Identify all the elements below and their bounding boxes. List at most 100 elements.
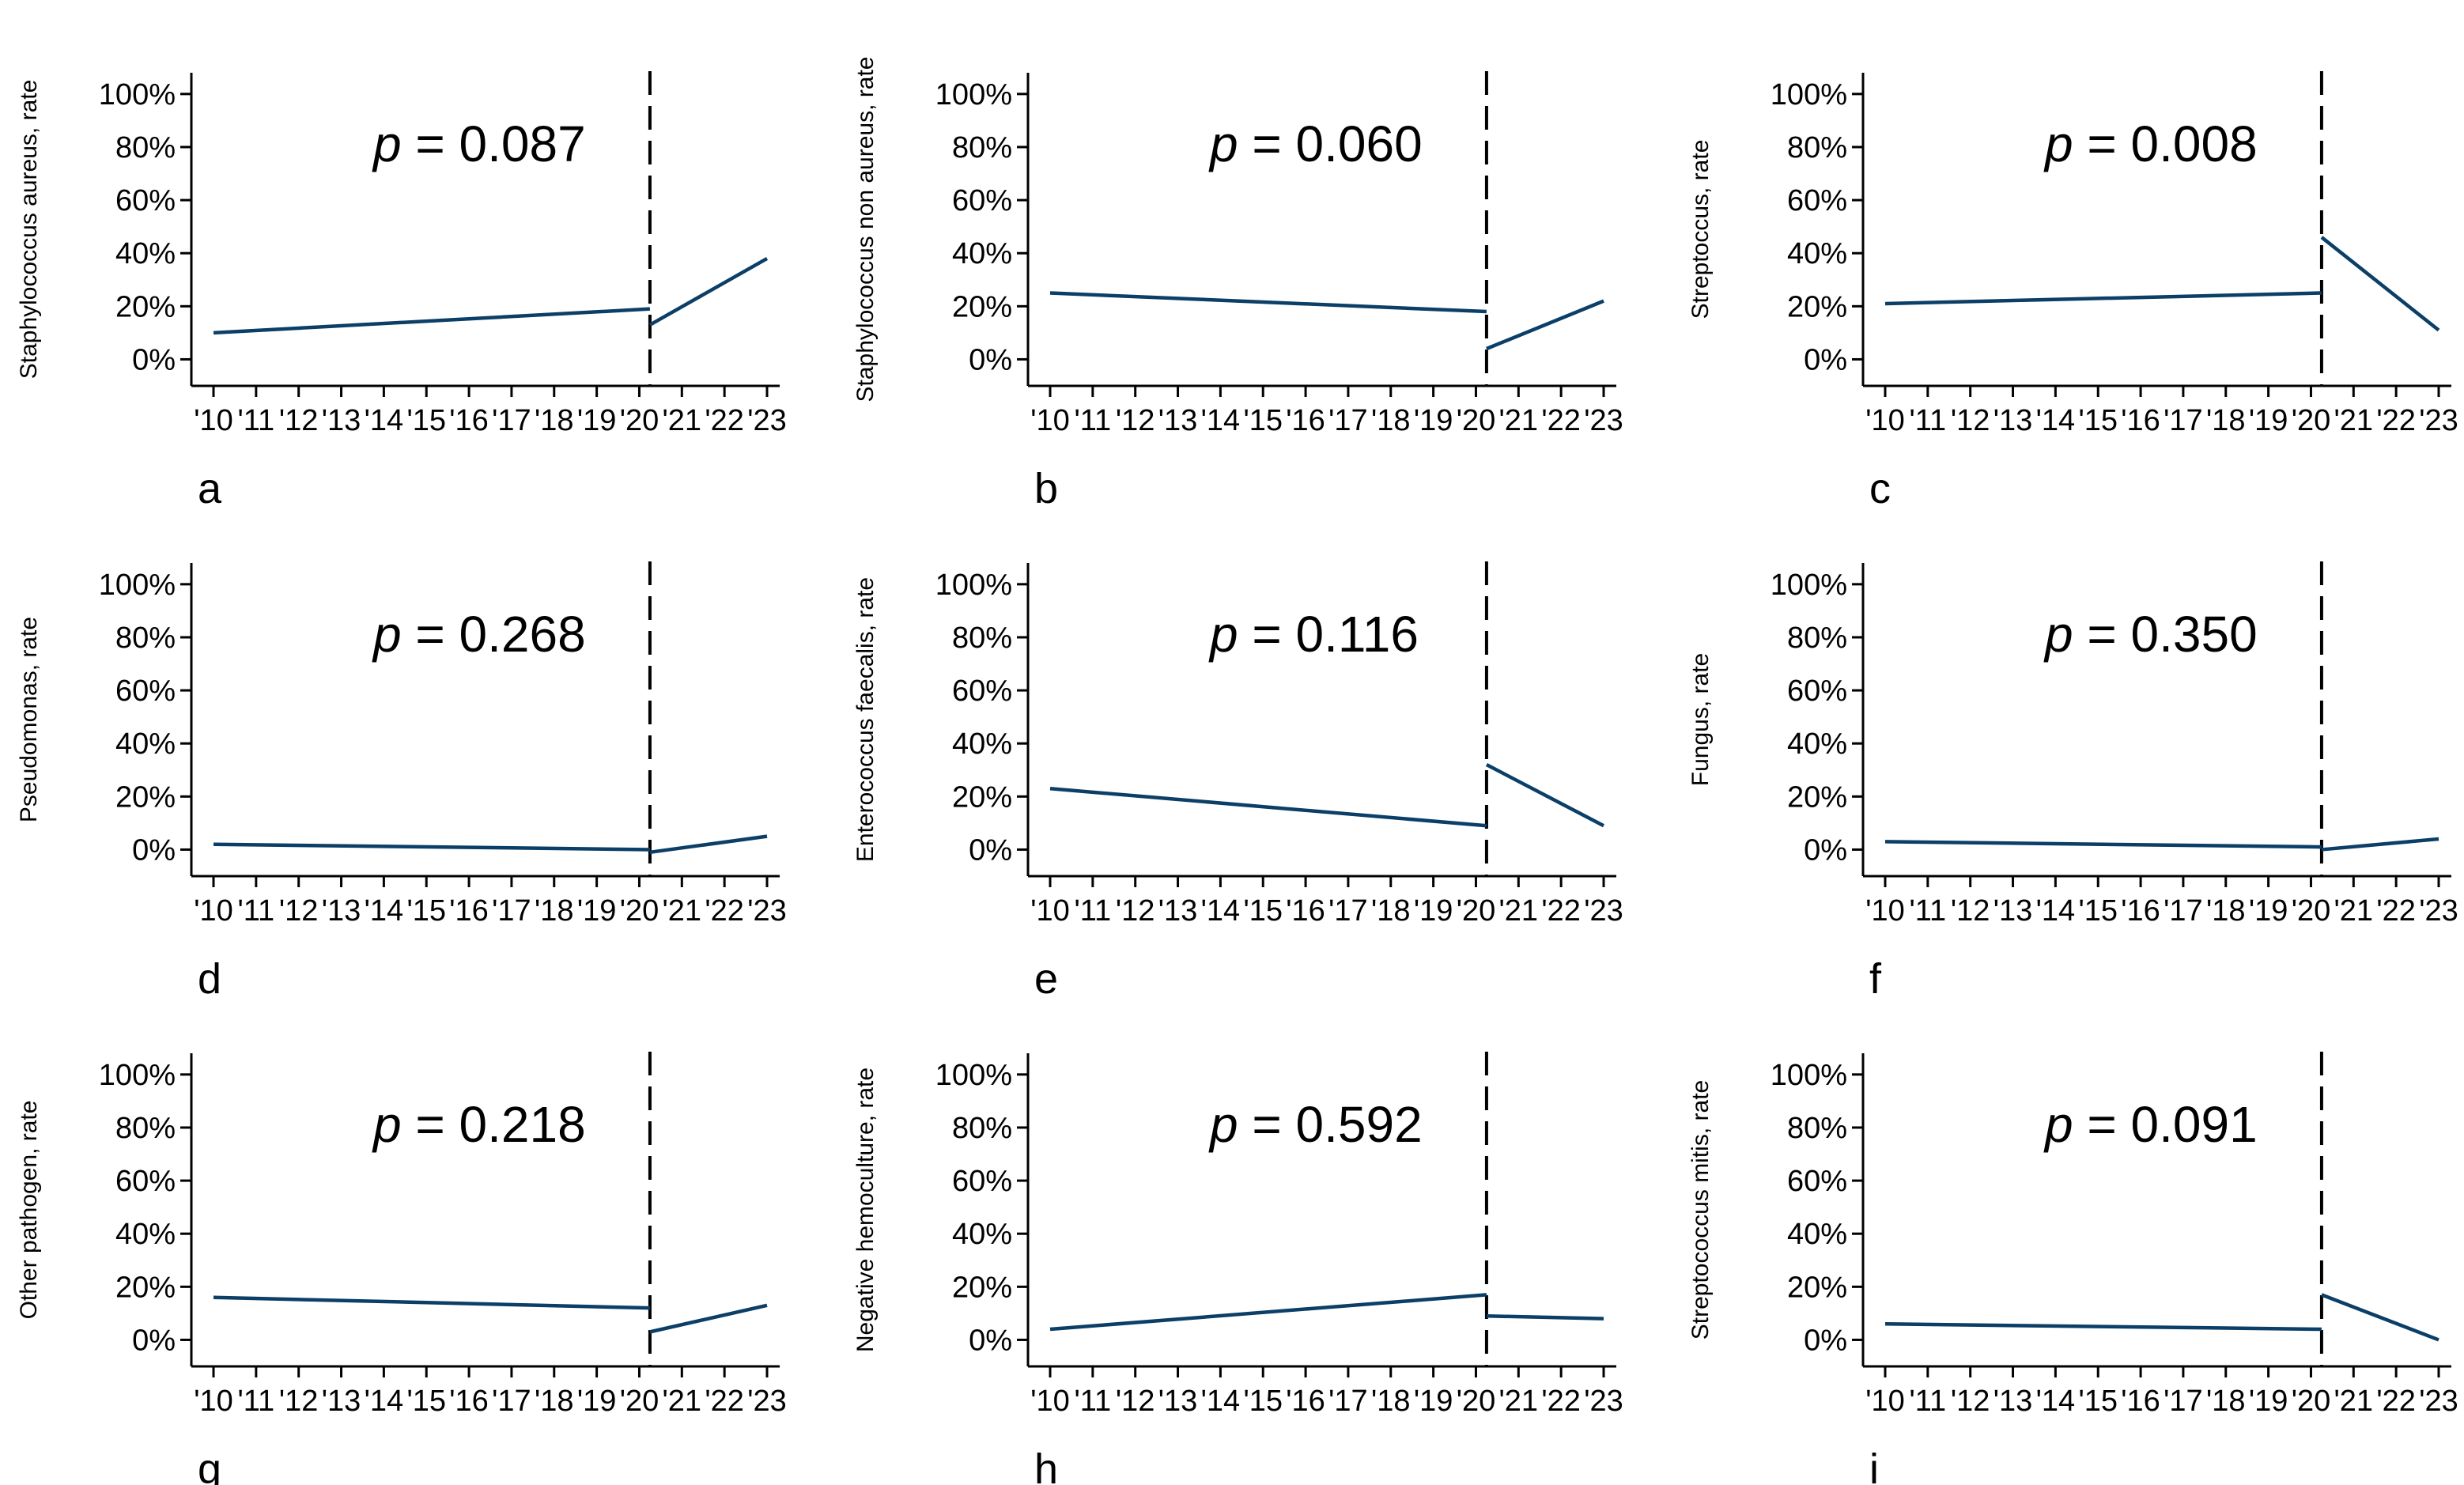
x-tick-label: '11 [1074,404,1111,437]
panel-c: 0%20%40%60%80%100%'10'11'12'13'14'15'16 '… [1687,71,2458,512]
x-tick-label: '21 [2334,1385,2374,1418]
p-symbol: p [1208,606,1238,663]
x-tick-label: '13 [322,1385,361,1418]
x-tick-label: '14 [1201,404,1241,437]
y-tick-label: 60% [115,184,176,217]
x-tick-label: '20 [2292,1385,2331,1418]
y-tick-label: 0% [1804,343,1847,376]
y-tick-label: 20% [115,290,176,323]
x-tick-label: '19 [577,404,617,437]
x-tick-label: '20 [620,404,659,437]
x-tick-label: '12 [1951,1385,1990,1418]
p-symbol: p [372,606,402,663]
y-tick-label: 80% [115,131,176,164]
y-tick-label: 0% [132,833,176,867]
x-tick-label: '23 [747,404,787,437]
x-tick-label: '12 [1116,894,1155,928]
x-tick-label: '23 [1584,894,1623,928]
x-tick-label: '12 [279,1385,319,1418]
x-tick-label: '18 [2206,1385,2246,1418]
x-tick-label: '13 [322,404,361,437]
x-tick-label: '23 [747,1385,787,1418]
x-tick-label: '23 [747,894,787,928]
series-line-pre [1049,291,1487,314]
y-tick-label: 40% [115,237,176,270]
y-tick-label: 0% [969,833,1012,867]
y-tick-label: 40% [1787,237,1847,270]
y-tick-label: 60% [1787,184,1847,217]
x-tick-label: '10 [1030,894,1070,928]
x-tick-label: '18 [1371,894,1411,928]
panel-h: 0%20%40%60%80%100%'10'11'12'13'14'15'16 '… [852,1052,1623,1485]
y-tick-label: 80% [952,1112,1012,1145]
p-value-annotation: p = 0.268 [372,606,586,663]
panel-d: 0%20%40%60%80%100%'10'11'12'13'14'15'16 '… [16,561,787,1003]
p-symbol: p [2043,606,2073,663]
x-tick-label: '18 [535,894,574,928]
p-value-annotation: p = 0.592 [1208,1096,1423,1153]
y-tick-label: 0% [1804,833,1847,867]
series-line-pre [213,307,651,335]
y-tick-label: 20% [952,290,1012,323]
x-tick-label: '21 [1499,1385,1539,1418]
x-tick-label: '10 [1865,1385,1905,1418]
x-tick-label: '16 [2121,1385,2160,1418]
y-tick-label: 100% [99,1059,176,1092]
p-value-annotation: p = 0.350 [2043,606,2258,663]
p-value: = 0.091 [2073,1096,2258,1153]
x-tick-label: '21 [663,894,702,928]
y-axis-title: Negative hemoculture, rate [852,1067,879,1352]
x-tick-label: '17 [2164,1385,2203,1418]
x-tick-label: '19 [2249,1385,2288,1418]
panel-letter: e [1034,955,1058,1003]
x-tick-label: '14 [2036,1385,2076,1418]
y-tick-label: 40% [1787,1218,1847,1251]
series-line-post [1485,763,1605,828]
x-tick-label: '22 [1541,1385,1581,1418]
x-tick-label: '18 [535,1385,574,1418]
x-tick-label: '23 [2419,894,2458,928]
x-tick-label: '17 [492,894,531,928]
y-tick-label: 40% [1787,727,1847,761]
x-tick-label: '16 [2121,404,2160,437]
p-value-annotation: p = 0.218 [372,1096,586,1153]
x-tick-label: '13 [1158,1385,1198,1418]
x-tick-label: '22 [2376,404,2416,437]
x-tick-label: '11 [1074,894,1111,928]
panel-letter: h [1034,1445,1058,1485]
x-tick-label: '22 [705,894,744,928]
series-line-pre [1884,291,2322,306]
x-tick-label: '11 [237,404,274,437]
x-tick-label: '15 [406,894,446,928]
x-tick-label: '20 [620,894,659,928]
y-tick-label: 80% [952,622,1012,655]
x-tick-label: '10 [1030,1385,1070,1418]
p-symbol: p [2043,115,2073,172]
y-tick-label: 20% [1787,780,1847,814]
x-tick-label: '11 [1909,1385,1946,1418]
series-line-pre [213,842,650,852]
y-axis-title: Staphylococcus aureus, rate [16,80,42,380]
x-tick-label: '22 [1541,404,1581,437]
x-tick-label: '20 [2292,894,2331,928]
series-line-post [2321,1293,2439,1342]
y-axis-title: Other pathogen, rate [16,1101,42,1320]
x-tick-label: '12 [1951,894,1990,928]
p-symbol: p [1208,115,1238,172]
y-tick-label: 60% [952,1165,1012,1198]
y-tick-label: 20% [115,780,176,814]
x-tick-label: '15 [406,404,446,437]
x-tick-label: '15 [2078,894,2118,928]
x-tick-label: '21 [2334,404,2374,437]
x-tick-label: '16 [449,894,489,928]
x-tick-label: '23 [1584,404,1623,437]
p-symbol: p [372,1096,402,1153]
panel-letter: i [1869,1445,1879,1485]
x-tick-label: '17 [2164,404,2203,437]
x-tick-label: '22 [2376,1385,2416,1418]
x-tick-label: '17 [1328,1385,1368,1418]
series-line-post [649,834,768,855]
p-value: = 0.218 [402,1096,586,1153]
p-symbol: p [1208,1096,1238,1153]
y-tick-label: 100% [935,78,1012,111]
